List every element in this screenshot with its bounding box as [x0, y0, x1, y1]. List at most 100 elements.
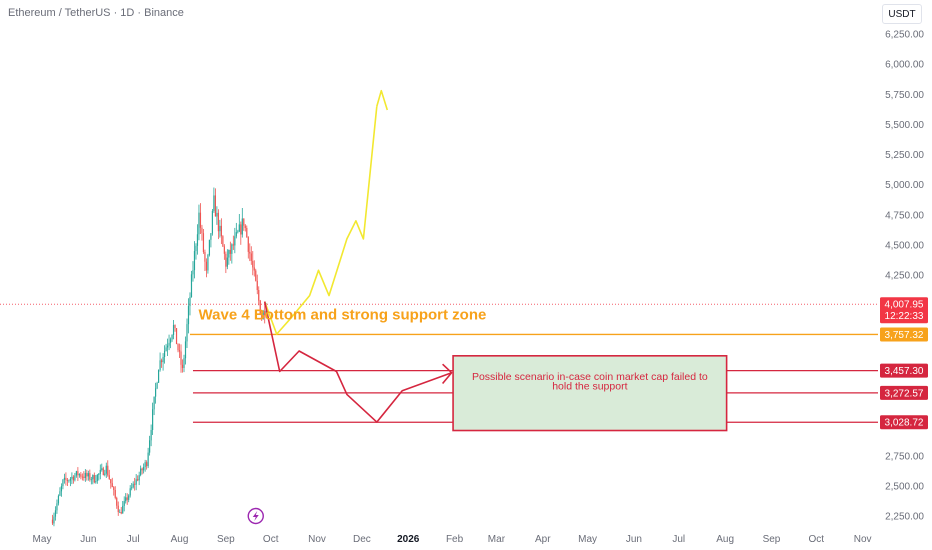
candle [220, 218, 222, 245]
candle [110, 479, 112, 489]
candle [253, 260, 255, 277]
candle [146, 460, 148, 470]
candle-body [184, 341, 187, 359]
candle-body [99, 469, 101, 474]
candle-body [171, 334, 173, 340]
candle-body [107, 465, 109, 476]
candle [71, 472, 73, 485]
price-label-bg [880, 385, 928, 400]
candle [247, 236, 249, 259]
candle-body [240, 224, 242, 235]
lightning-icon[interactable] [247, 507, 264, 525]
candle [162, 353, 164, 371]
candle [141, 467, 143, 475]
candle [241, 207, 243, 238]
candle-body [208, 239, 211, 256]
y-tick-label: 2,750.00 [885, 451, 924, 462]
candle-body [262, 311, 264, 320]
candle-body [90, 479, 92, 481]
candle-body [190, 274, 193, 298]
y-tick-label: 6,250.00 [885, 30, 924, 41]
candle-body [169, 339, 172, 343]
candle-body [113, 487, 115, 491]
candle-body [210, 233, 212, 240]
candle [264, 303, 266, 324]
y-tick-label: 2,500.00 [885, 481, 924, 492]
x-tick-label: Oct [809, 534, 825, 545]
candle-body [156, 382, 158, 389]
price-label-value: 3,028.72 [885, 418, 924, 429]
candle [156, 381, 158, 390]
candle [190, 270, 193, 298]
candle-body [104, 473, 106, 475]
candle-body [186, 324, 188, 342]
candle [175, 328, 178, 345]
candle-body [59, 491, 61, 496]
candle-body [101, 468, 103, 470]
candle [89, 469, 91, 482]
candle-body [65, 477, 67, 480]
candle-body [246, 227, 248, 238]
candle [258, 286, 260, 306]
candle [144, 459, 146, 472]
candle-body [204, 251, 206, 262]
candle-body [205, 261, 208, 271]
candle [223, 244, 225, 260]
candle-body [226, 257, 228, 267]
candle-body [162, 356, 164, 363]
candle-body [235, 232, 237, 237]
candle [196, 224, 199, 255]
candle [217, 209, 219, 240]
candle-body [137, 479, 139, 481]
candle-body [244, 225, 246, 228]
candle-body [196, 234, 199, 246]
candle [171, 334, 173, 342]
x-tick-label: Apr [535, 534, 551, 545]
candle-body [256, 280, 258, 291]
candle-body [84, 472, 86, 478]
bullish-arrow-head [376, 89, 389, 111]
candle [120, 507, 122, 515]
candle-body [259, 300, 261, 315]
candle-body [183, 358, 185, 368]
candle [213, 187, 215, 213]
candle-body [53, 516, 55, 524]
candle-body [122, 505, 124, 514]
candle-body [241, 218, 243, 235]
candle [77, 467, 79, 481]
candle-body [159, 360, 161, 371]
candle-body [75, 471, 77, 476]
candle-body [72, 476, 74, 481]
candle [99, 464, 101, 480]
candle [256, 274, 258, 295]
candle-body [56, 503, 58, 511]
price-label-value: 3,757.32 [885, 330, 924, 341]
candle-body [243, 218, 245, 226]
candle-body [264, 311, 266, 316]
currency-button[interactable]: USDT [882, 4, 922, 24]
candle-body [234, 236, 236, 246]
candle-body [231, 244, 233, 254]
candle-body [131, 487, 133, 489]
candle [186, 318, 188, 349]
price-label-value: 3,457.30 [885, 366, 924, 377]
candle [65, 472, 67, 486]
candle-body [255, 270, 257, 281]
candle-body [63, 477, 66, 480]
symbol-title[interactable]: Ethereum / TetherUS · 1D · Binance [8, 7, 184, 19]
candle [107, 460, 109, 477]
candle [262, 309, 264, 320]
candle-body [232, 244, 234, 246]
candle-body [202, 233, 205, 252]
candle-body [201, 227, 203, 234]
candle [155, 382, 157, 404]
candle [184, 336, 187, 365]
candle [201, 224, 203, 241]
candle-body [54, 510, 57, 517]
candle-body [135, 479, 137, 485]
candle [122, 500, 124, 514]
candle [140, 465, 142, 477]
candle [131, 483, 133, 491]
candle-body [219, 225, 221, 232]
